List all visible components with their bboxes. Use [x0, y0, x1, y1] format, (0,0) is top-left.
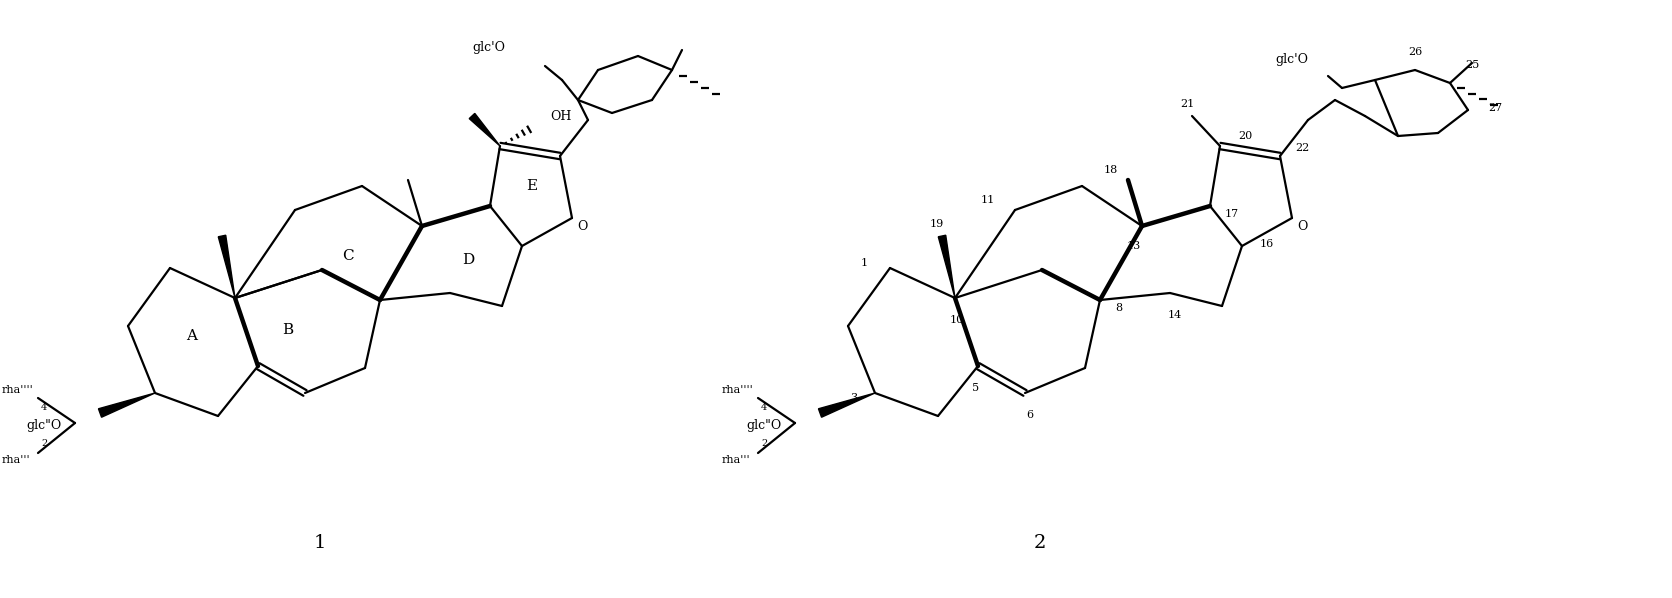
Text: 2: 2 [1033, 534, 1047, 552]
Text: rha'''': rha'''' [722, 385, 754, 395]
Text: OH: OH [550, 109, 572, 123]
Text: 6: 6 [1027, 410, 1033, 420]
Text: A: A [187, 329, 197, 343]
Text: 3: 3 [849, 393, 858, 403]
Text: 8: 8 [1115, 303, 1122, 313]
Polygon shape [99, 393, 155, 417]
Text: C: C [343, 249, 354, 263]
Text: rha''': rha''' [2, 455, 30, 465]
Text: glc"O: glc"O [27, 420, 62, 432]
Text: 16: 16 [1261, 239, 1274, 249]
Text: 18: 18 [1104, 165, 1119, 175]
Text: rha'''': rha'''' [2, 385, 33, 395]
Text: 25: 25 [1465, 60, 1480, 70]
Text: rha''': rha''' [722, 455, 751, 465]
Text: 13: 13 [1127, 241, 1140, 251]
Text: O: O [1297, 219, 1308, 233]
Text: 4: 4 [761, 404, 767, 413]
Text: B: B [283, 323, 294, 337]
Polygon shape [819, 393, 874, 417]
Text: 14: 14 [1167, 310, 1182, 320]
Polygon shape [219, 235, 236, 298]
Polygon shape [938, 235, 955, 298]
Text: 20: 20 [1237, 131, 1252, 141]
Text: D: D [461, 253, 475, 267]
Text: 5: 5 [973, 383, 980, 393]
Polygon shape [470, 114, 500, 146]
Text: 4: 4 [40, 404, 47, 413]
Text: glc"O: glc"O [747, 420, 782, 432]
Text: 10: 10 [950, 315, 965, 325]
Text: 1: 1 [861, 258, 868, 268]
Text: E: E [527, 179, 538, 193]
Text: glc'O: glc'O [472, 41, 505, 54]
Text: 27: 27 [1488, 103, 1501, 113]
Text: 19: 19 [930, 219, 945, 229]
Text: glc'O: glc'O [1276, 53, 1308, 66]
Text: 1: 1 [314, 534, 326, 552]
Text: 2: 2 [761, 438, 767, 447]
Text: 21: 21 [1180, 99, 1194, 109]
Text: 26: 26 [1408, 47, 1423, 57]
Text: 2: 2 [40, 438, 47, 447]
Text: 22: 22 [1296, 143, 1309, 153]
Text: O: O [577, 219, 587, 233]
Text: 17: 17 [1226, 209, 1239, 219]
Text: 11: 11 [981, 195, 995, 205]
